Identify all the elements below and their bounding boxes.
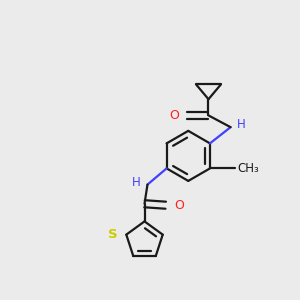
Text: H: H (132, 176, 141, 189)
Text: H: H (237, 118, 246, 131)
Text: O: O (169, 109, 179, 122)
Text: O: O (174, 199, 184, 212)
Text: CH₃: CH₃ (237, 162, 259, 175)
Text: S: S (108, 228, 118, 241)
